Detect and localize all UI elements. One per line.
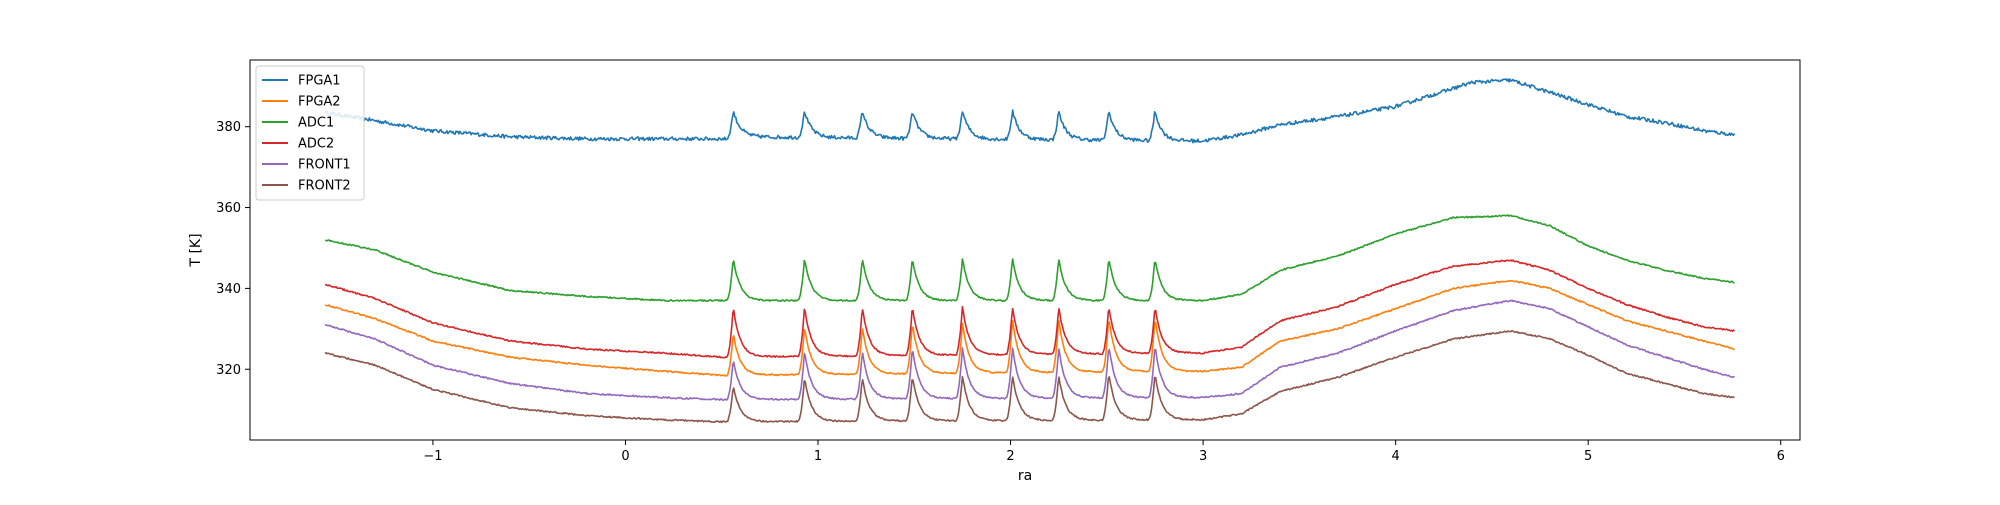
y-tick-label: 320	[216, 363, 241, 378]
plot-frame	[249, 59, 1801, 441]
legend-label-adc1: ADC1	[298, 116, 334, 131]
series-line-front1	[324, 299, 1735, 402]
legend-label-fpga2: FPGA2	[298, 95, 341, 110]
y-tick-label: 340	[216, 282, 241, 297]
series-layer	[324, 78, 1736, 424]
legend-label-adc2: ADC2	[298, 137, 334, 152]
y-tick-label: 360	[216, 201, 241, 216]
x-tick-label: 3	[1199, 449, 1207, 464]
x-tick-label: 2	[1006, 449, 1014, 464]
x-tick-label: 5	[1584, 449, 1592, 464]
x-tick-label: 0	[621, 449, 629, 464]
legend-label-front1: FRONT1	[298, 158, 351, 173]
x-axis-label: ra	[1018, 468, 1032, 484]
legend-label-fpga1: FPGA1	[298, 74, 341, 89]
y-tick-label: 380	[216, 120, 241, 135]
y-axis-label: T [K]	[188, 233, 204, 267]
series-line-front2	[324, 329, 1735, 424]
x-tick-label: 6	[1777, 449, 1785, 464]
legend-box	[255, 65, 365, 201]
y-axis: 320 340 360 380	[216, 120, 250, 378]
series-line-fpga2	[324, 279, 1735, 377]
legend-label-front2: FRONT2	[298, 179, 351, 194]
x-tick-label: 4	[1392, 449, 1400, 464]
legend: FPGA1 FPGA2 ADC1 ADC2 FRONT1 FRONT2	[255, 65, 365, 201]
series-line-adc1	[325, 214, 1735, 303]
x-tick-label: 1	[814, 449, 822, 464]
x-axis: −1 0 1 2 3 4 5 6	[423, 440, 1785, 464]
series-line-fpga1	[324, 78, 1736, 144]
x-tick-label: −1	[423, 449, 442, 464]
series-line-adc2	[324, 259, 1735, 359]
